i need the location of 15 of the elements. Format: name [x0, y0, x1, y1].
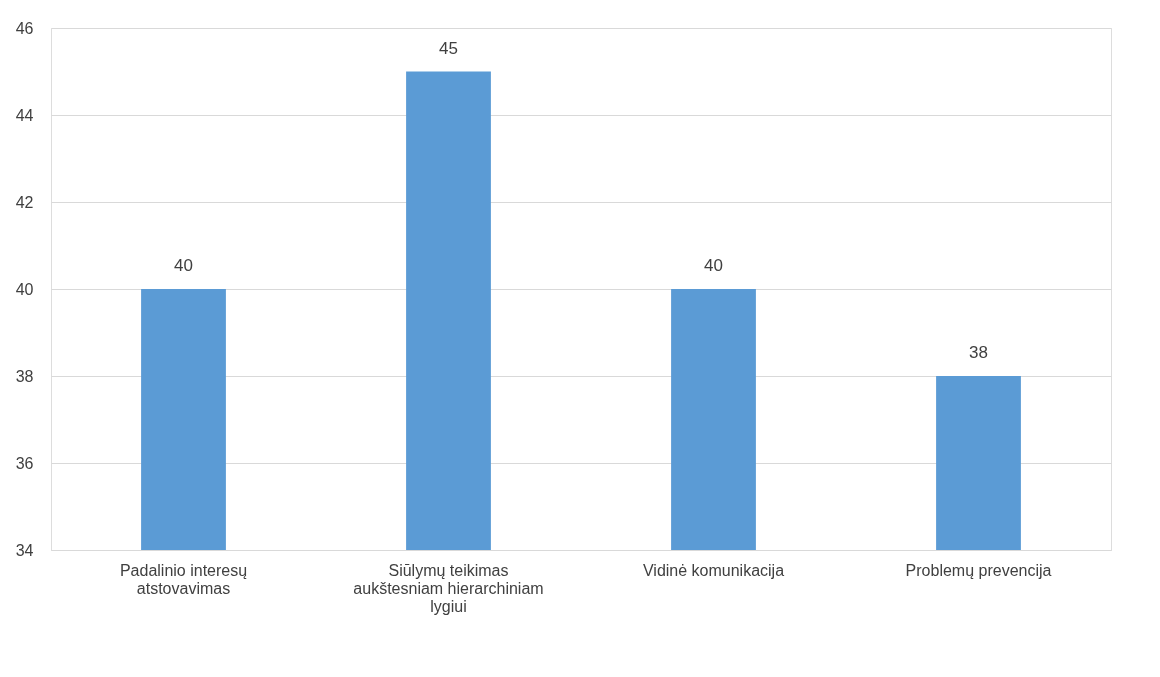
- data-label: 40: [174, 256, 193, 275]
- y-tick-label: 34: [15, 541, 34, 559]
- y-tick-label: 36: [15, 454, 34, 472]
- x-tick-label: Problemų prevencija: [905, 561, 1052, 579]
- x-tick-label: Siūlymų teikimas aukštesniam hierarchiniam lygiui: [353, 561, 544, 615]
- x-tick-label: Vidinė komunikacija: [642, 561, 785, 579]
- x-tick-label: Padalinio interesų atstovavimas: [119, 561, 248, 597]
- y-tick-label: 44: [15, 106, 34, 124]
- data-label: 45: [439, 38, 458, 58]
- y-tick-label: 46: [15, 19, 34, 37]
- y-tick-label: 38: [15, 367, 34, 385]
- data-label: 40: [704, 256, 723, 275]
- y-tick-label: 42: [15, 193, 34, 211]
- data-label: 38: [969, 343, 988, 362]
- y-tick-label: 40: [15, 280, 34, 298]
